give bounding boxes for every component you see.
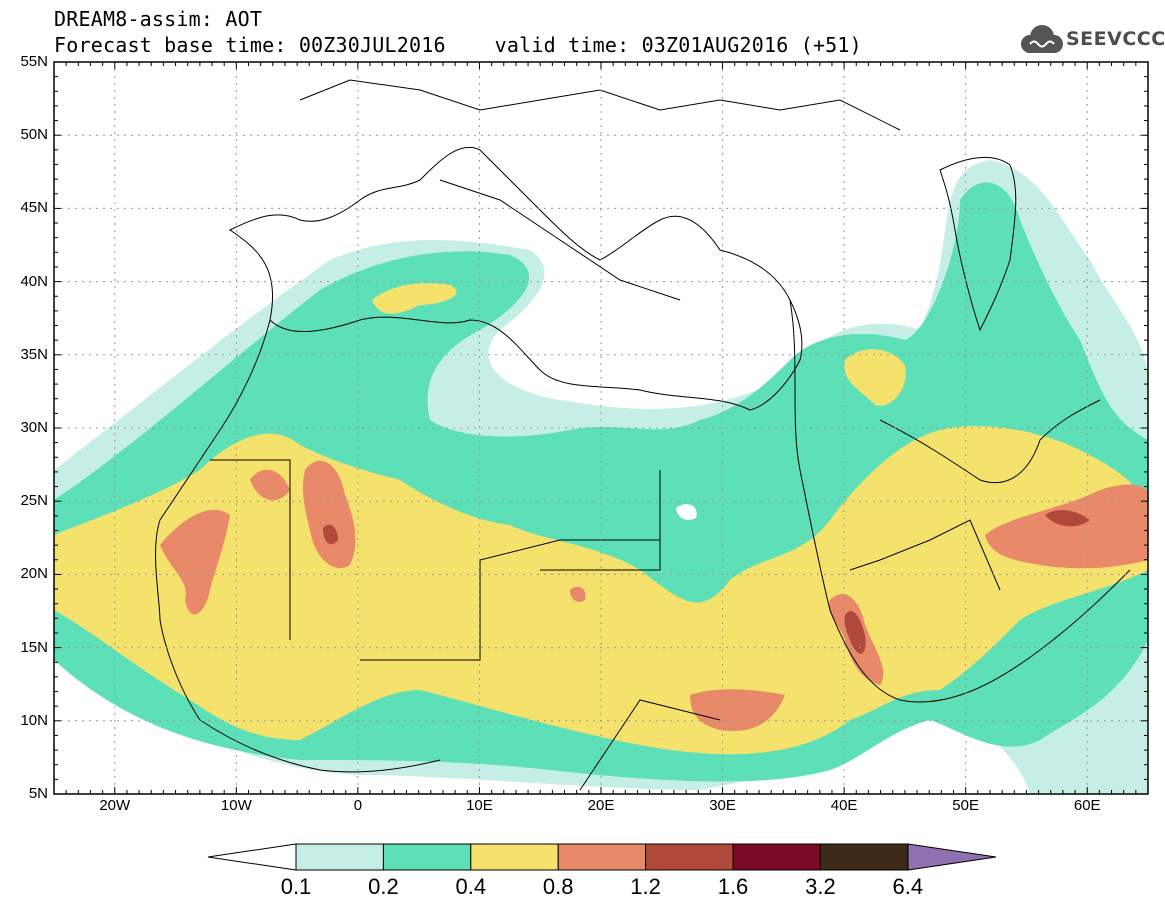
lon-label: 30E — [709, 797, 736, 814]
lat-label: 5N — [28, 785, 48, 802]
seevccc-logo — [1021, 25, 1063, 53]
colorbar-segments — [295, 843, 909, 871]
lat-label: 45N — [20, 199, 48, 217]
colorbar-low-arrow — [207, 843, 297, 871]
colorbar-segment — [645, 843, 734, 871]
colorbar-label: 0.8 — [542, 874, 574, 899]
lat-label: 40N — [20, 272, 48, 290]
lat-label: 25N — [20, 492, 48, 510]
lon-label: 60E — [1073, 797, 1101, 814]
colorbar-segment — [819, 843, 909, 871]
lat-label: 15N — [20, 638, 48, 656]
lat-label: 55N — [20, 53, 48, 70]
lon-label: 20E — [587, 797, 615, 814]
colorbar-label: 0.2 — [368, 874, 399, 899]
lat-label: 50N — [20, 126, 48, 144]
colorbar-segment — [295, 843, 384, 871]
colorbar-label: 0.4 — [455, 874, 487, 899]
colorbar-label: 6.4 — [892, 874, 924, 899]
map-ticks — [53, 61, 1149, 795]
lon-label: 50E — [952, 797, 979, 814]
colorbar-segment — [557, 843, 647, 871]
colorbar-label: 3.2 — [805, 874, 836, 899]
lon-label: 0 — [353, 797, 363, 814]
colorbar-high-arrow — [907, 843, 997, 871]
forecast-times: Forecast base time: 00Z30JUL2016 valid t… — [54, 33, 862, 57]
chart-title: DREAM8-assim: AOT — [54, 7, 263, 31]
lat-label: 10N — [20, 711, 48, 729]
lon-label: 40E — [830, 797, 858, 814]
logo-text: SEEVCCC — [1066, 28, 1165, 50]
lat-label: 30N — [20, 419, 48, 436]
colorbar-segment — [732, 843, 821, 871]
colorbar-label: 0.1 — [280, 874, 312, 899]
lon-label: 20W — [99, 797, 131, 814]
colorbar — [207, 843, 997, 871]
colorbar-segment — [382, 843, 472, 871]
coastlines — [155, 79, 1131, 791]
lon-label: 10W — [220, 797, 252, 814]
colorbar-segment — [470, 843, 559, 871]
colorbar-label: 1.2 — [630, 874, 661, 899]
graticule — [54, 62, 1148, 794]
colorbar-label: 1.6 — [717, 874, 749, 899]
lat-label: 20N — [20, 565, 48, 583]
lon-label: 10E — [466, 797, 493, 814]
lat-label: 35N — [20, 345, 48, 363]
